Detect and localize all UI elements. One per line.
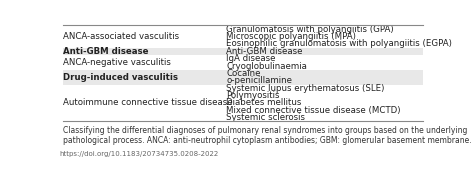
Text: IgA disease: IgA disease [227, 54, 276, 63]
Text: Granulomatosis with polyangiitis (GPA): Granulomatosis with polyangiitis (GPA) [227, 25, 394, 34]
Text: Microscopic polyangiitis (MPA): Microscopic polyangiitis (MPA) [227, 32, 356, 41]
Text: Anti-GBM disease: Anti-GBM disease [63, 47, 148, 56]
Text: ANCA-associated vasculitis: ANCA-associated vasculitis [63, 32, 179, 41]
Text: Systemic sclerosis: Systemic sclerosis [227, 113, 305, 122]
Text: Diabetes mellitus: Diabetes mellitus [227, 98, 302, 108]
Text: Classifying the differential diagnoses of pulmonary renal syndromes into groups : Classifying the differential diagnoses o… [63, 125, 472, 145]
Text: https://doi.org/10.1183/20734735.0208-2022: https://doi.org/10.1183/20734735.0208-20… [59, 151, 219, 157]
Text: Cryoglobulinaemia: Cryoglobulinaemia [227, 62, 307, 70]
Text: Autoimmune connective tissue disease: Autoimmune connective tissue disease [63, 98, 233, 108]
Text: Polymyositis: Polymyositis [227, 91, 280, 100]
Text: Eosinophilic granulomatosis with polyangiitis (EGPA): Eosinophilic granulomatosis with polyang… [227, 39, 452, 48]
Bar [63, 85, 423, 121]
Text: Anti-GBM disease: Anti-GBM disease [227, 47, 303, 56]
Text: Cocaine: Cocaine [227, 69, 261, 78]
Bar [63, 48, 423, 55]
Bar [63, 25, 423, 48]
Text: ANCA-negative vasculitis: ANCA-negative vasculitis [63, 58, 171, 67]
Text: Mixed connective tissue disease (MCTD): Mixed connective tissue disease (MCTD) [227, 106, 401, 115]
Text: Drug-induced vasculitis: Drug-induced vasculitis [63, 73, 178, 82]
Bar [63, 55, 423, 70]
Text: Systemic lupus erythematosus (SLE): Systemic lupus erythematosus (SLE) [227, 84, 385, 93]
Bar [63, 70, 423, 85]
Text: o-penicillamine: o-penicillamine [227, 76, 292, 85]
